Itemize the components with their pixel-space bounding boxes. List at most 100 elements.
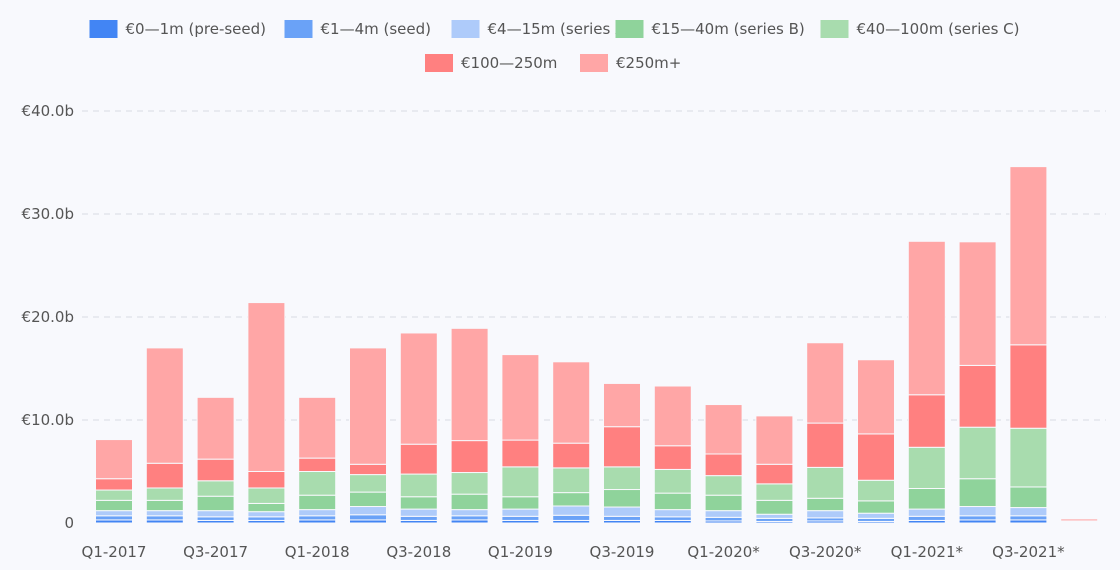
- bar-segment[interactable]: [145, 499, 184, 512]
- bar-segment[interactable]: [196, 495, 235, 512]
- bar-segment[interactable]: [501, 496, 540, 510]
- bar-segment[interactable]: [958, 241, 997, 366]
- bar-segment[interactable]: [755, 499, 794, 515]
- bar-segment[interactable]: [1009, 166, 1048, 346]
- bar-stack[interactable]: [603, 382, 641, 524]
- bar-segment[interactable]: [501, 508, 540, 517]
- bar-segment[interactable]: [145, 487, 184, 501]
- legend-item[interactable]: €40—100m (series C): [820, 20, 1020, 38]
- bar-segment[interactable]: [298, 515, 337, 521]
- bar-stack[interactable]: [450, 327, 489, 524]
- bar-stack[interactable]: [857, 359, 895, 524]
- bar-stack[interactable]: [653, 385, 692, 524]
- bar-segment[interactable]: [1009, 427, 1048, 488]
- bar-segment[interactable]: [450, 472, 489, 495]
- bar-segment[interactable]: [95, 439, 133, 480]
- bar-segment[interactable]: [755, 483, 794, 501]
- bar-segment[interactable]: [907, 446, 946, 489]
- bar-segment[interactable]: [958, 426, 997, 480]
- bar-stack[interactable]: [958, 241, 997, 524]
- bar-segment[interactable]: [857, 359, 895, 435]
- bar-segment[interactable]: [958, 478, 997, 508]
- legend-item[interactable]: €15—40m (series B): [615, 20, 805, 38]
- bar-segment[interactable]: [857, 500, 895, 514]
- bar-segment[interactable]: [450, 509, 489, 517]
- bar-segment[interactable]: [349, 463, 387, 476]
- bar-stack[interactable]: [247, 302, 286, 524]
- bar-stack[interactable]: [298, 396, 337, 524]
- bar-segment[interactable]: [145, 462, 184, 489]
- bar-stack[interactable]: [501, 354, 540, 524]
- bar-segment[interactable]: [704, 510, 743, 518]
- bar-segment[interactable]: [95, 499, 133, 512]
- legend-item[interactable]: €0—1m (pre-seed): [89, 20, 267, 38]
- bar-segment[interactable]: [247, 302, 286, 472]
- bar-segment[interactable]: [552, 505, 591, 516]
- bar-segment[interactable]: [653, 385, 692, 447]
- bar-segment[interactable]: [907, 515, 946, 521]
- bar-segment[interactable]: [298, 471, 337, 496]
- bar-segment[interactable]: [907, 487, 946, 510]
- bar-segment[interactable]: [298, 509, 337, 517]
- bar-segment[interactable]: [196, 396, 235, 460]
- bar-segment[interactable]: [653, 445, 692, 470]
- bar-segment[interactable]: [1009, 344, 1048, 429]
- bar-segment[interactable]: [603, 466, 641, 491]
- bar-segment[interactable]: [653, 492, 692, 511]
- bar-segment[interactable]: [196, 510, 235, 518]
- legend-item[interactable]: €250m+: [580, 54, 681, 72]
- bar-segment[interactable]: [450, 440, 489, 474]
- bar-segment[interactable]: [399, 515, 438, 521]
- bar-segment[interactable]: [857, 512, 895, 519]
- bar-segment[interactable]: [755, 513, 794, 519]
- bar-segment[interactable]: [1009, 515, 1048, 521]
- bar-segment[interactable]: [501, 439, 540, 468]
- bar-segment[interactable]: [349, 347, 387, 465]
- bar-segment[interactable]: [552, 361, 591, 444]
- bar-segment[interactable]: [958, 515, 997, 521]
- bar-segment[interactable]: [95, 510, 133, 517]
- bar-segment[interactable]: [857, 433, 895, 481]
- bar-stack[interactable]: [806, 342, 845, 524]
- bar-segment[interactable]: [653, 516, 692, 521]
- bar-segment[interactable]: [806, 510, 845, 519]
- bar-stack[interactable]: [907, 240, 946, 524]
- bar-segment[interactable]: [603, 382, 641, 428]
- bar-stack[interactable]: [399, 332, 438, 524]
- bar-segment[interactable]: [907, 394, 946, 448]
- bar-segment[interactable]: [298, 457, 337, 472]
- bar-segment[interactable]: [196, 458, 235, 482]
- bar-segment[interactable]: [399, 443, 438, 475]
- bar-segment[interactable]: [247, 502, 286, 513]
- legend-item[interactable]: €1—4m (seed): [284, 20, 432, 38]
- bar-segment[interactable]: [907, 508, 946, 517]
- bar-segment[interactable]: [806, 497, 845, 512]
- bar-segment[interactable]: [399, 496, 438, 510]
- bar-segment[interactable]: [196, 480, 235, 497]
- bar-segment[interactable]: [603, 426, 641, 468]
- bar-segment[interactable]: [349, 491, 387, 508]
- bar-segment[interactable]: [907, 240, 946, 396]
- bar-segment[interactable]: [95, 489, 133, 501]
- bar-segment[interactable]: [501, 354, 540, 441]
- bar-segment[interactable]: [1060, 518, 1099, 522]
- bar-stack[interactable]: [704, 404, 743, 524]
- bar-segment[interactable]: [755, 463, 794, 485]
- bar-segment[interactable]: [298, 396, 337, 459]
- bar-segment[interactable]: [958, 364, 997, 428]
- bar-segment[interactable]: [501, 466, 540, 498]
- bar-segment[interactable]: [755, 415, 794, 465]
- bar-segment[interactable]: [349, 506, 387, 516]
- bar-segment[interactable]: [653, 509, 692, 518]
- bar-segment[interactable]: [552, 442, 591, 469]
- bar-stack[interactable]: [755, 415, 794, 524]
- bar-segment[interactable]: [196, 516, 235, 521]
- bar-stack[interactable]: [95, 439, 133, 524]
- bar-segment[interactable]: [603, 506, 641, 517]
- bar-segment[interactable]: [247, 471, 286, 489]
- bar-stack[interactable]: [1060, 518, 1099, 524]
- bar-segment[interactable]: [450, 515, 489, 521]
- bar-segment[interactable]: [247, 487, 286, 504]
- bar-segment[interactable]: [95, 515, 133, 521]
- legend-item[interactable]: €100—250m: [425, 54, 557, 72]
